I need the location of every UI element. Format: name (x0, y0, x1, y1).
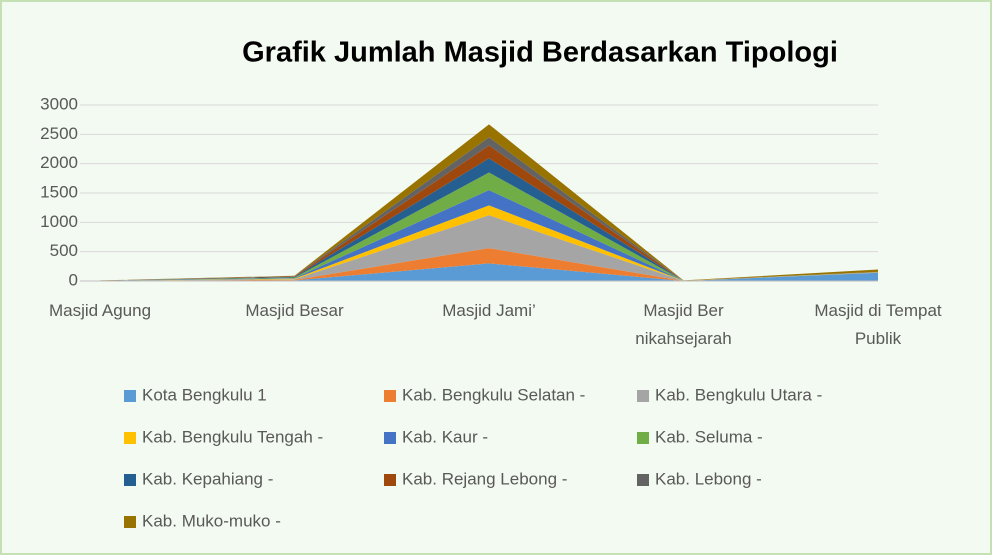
y-tick-label: 1000 (40, 212, 78, 231)
x-tick-label: Masjid Agung (49, 301, 151, 320)
legend-swatch (637, 474, 649, 486)
legend-label: Kab. Muko-muko - (142, 511, 281, 530)
legend-label: Kab. Bengkulu Utara - (655, 385, 822, 404)
legend-label: Kab. Bengkulu Selatan - (402, 385, 585, 404)
y-tick-label: 2500 (40, 124, 78, 143)
legend-swatch (124, 516, 136, 528)
x-tick-label: Masjid Ber nikahsejarah (635, 301, 731, 348)
legend-swatch (384, 474, 396, 486)
legend-label: Kab. Seluma - (655, 427, 763, 446)
legend-label: Kab. Rejang Lebong - (402, 469, 567, 488)
legend-swatch (384, 432, 396, 444)
y-tick-label: 0 (69, 270, 78, 289)
x-tick-label: Masjid Besar (245, 301, 344, 320)
x-tick-label-line: Masjid Ber (643, 301, 724, 320)
y-tick-label: 500 (50, 241, 78, 260)
area (100, 263, 878, 281)
legend-swatch (637, 390, 649, 402)
legend-swatch (637, 432, 649, 444)
y-tick-label: 3000 (40, 94, 78, 113)
x-tick-label-line: Masjid di Tempat (814, 301, 942, 320)
legend-label: Kab. Lebong - (655, 469, 762, 488)
x-tick-label-line: Masjid Jami’ (442, 301, 536, 320)
y-tick-label: 2000 (40, 153, 78, 172)
legend-label: Kota Bengkulu 1 (142, 385, 267, 404)
legend-swatch (384, 390, 396, 402)
x-tick-label: Masjid di Tempat Publik (814, 301, 942, 348)
chart-title: Grafik Jumlah Masjid Berdasarkan Tipolog… (242, 37, 838, 69)
x-tick-label-line: Publik (855, 329, 902, 348)
x-tick-label-line: Masjid Besar (245, 301, 344, 320)
legend-swatch (124, 474, 136, 486)
area (100, 248, 878, 281)
legend-swatch (124, 390, 136, 402)
legend-label: Kab. Kaur - (402, 427, 488, 446)
legend-label: Kab. Kepahiang - (142, 469, 273, 488)
x-tick-label-line: Masjid Agung (49, 301, 151, 320)
legend-swatch (124, 432, 136, 444)
x-tick-label-line: nikahsejarah (635, 329, 731, 348)
x-tick-label: Masjid Jami’ (442, 301, 536, 320)
legend-label: Kab. Bengkulu Tengah - (142, 427, 323, 446)
area (100, 215, 878, 281)
y-tick-label: 1500 (40, 182, 78, 201)
